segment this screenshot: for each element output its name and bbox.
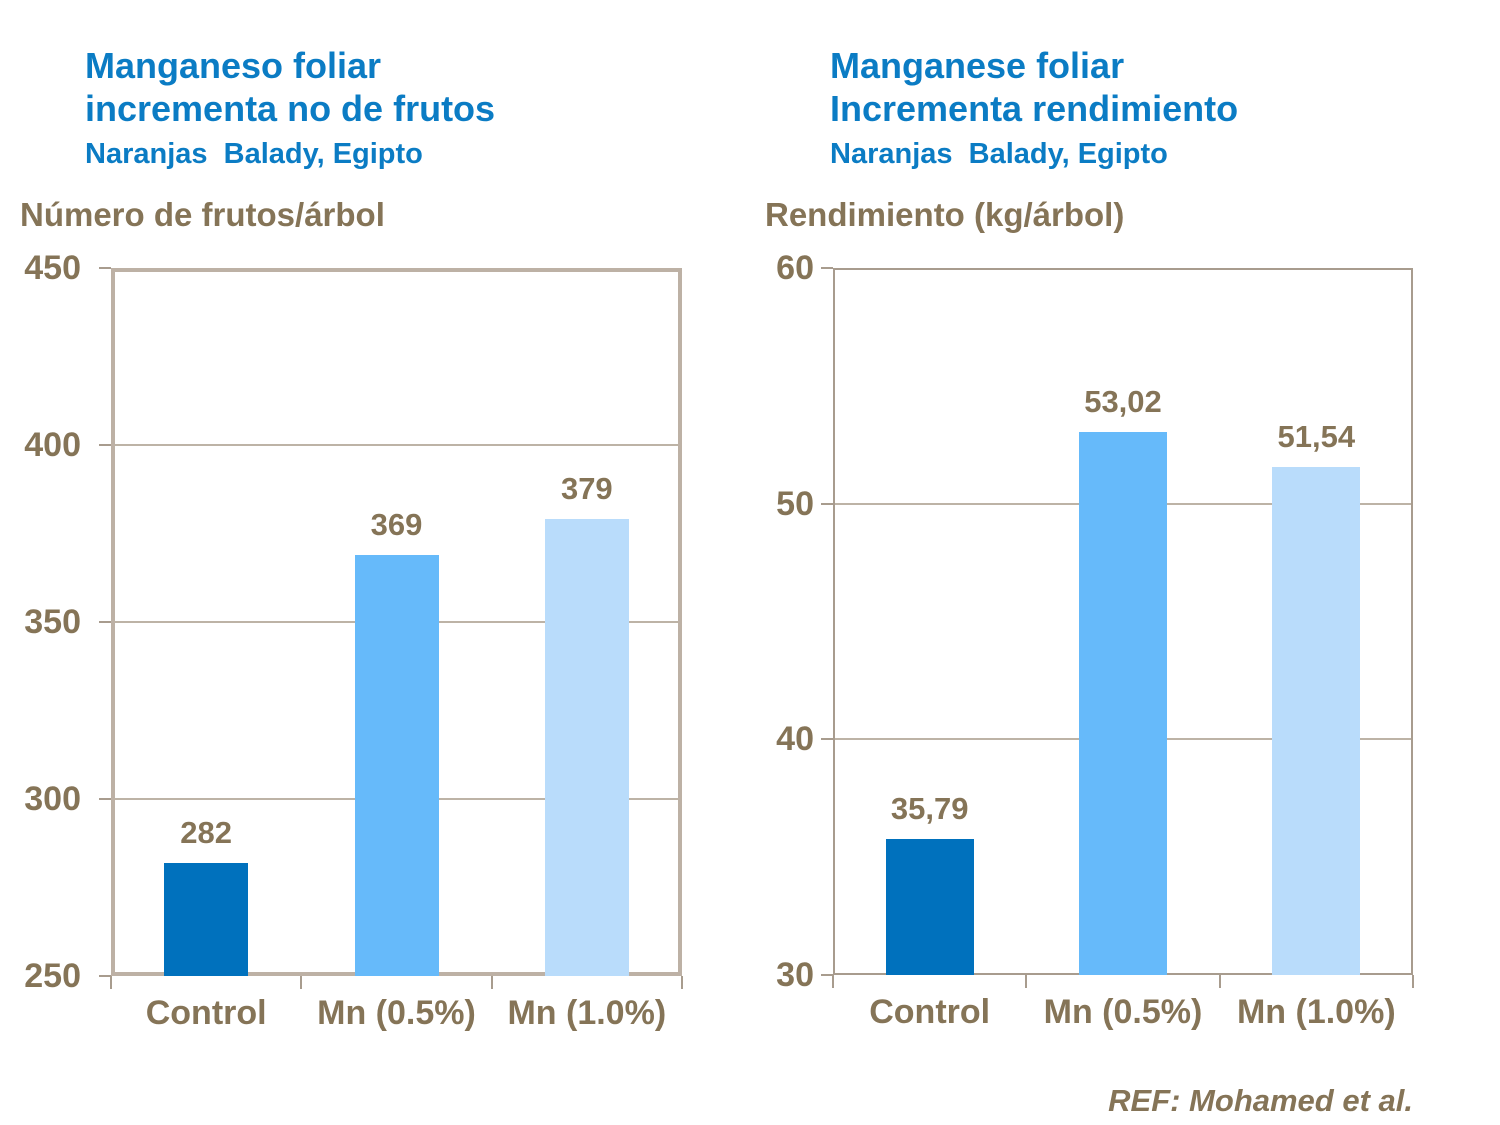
y-axis-tick-label: 60 (776, 249, 814, 287)
x-axis-category-label: Mn (0.5%) (1043, 993, 1203, 1031)
x-axis-tick (681, 976, 683, 989)
gridline (111, 444, 682, 446)
yield-bar-chart: 60 50 40 30 35,79 Control 53,02 Mn (0.5%) 51,54 M… (776, 250, 1414, 1031)
y-axis-tick-label: 350 (24, 603, 81, 641)
bar-value-label: 53,02 (1084, 384, 1162, 420)
bar-mn-0.5 (354, 554, 439, 976)
right-chart-title-line2: Incrementa rendimiento (830, 88, 1239, 129)
y-axis-tick (99, 621, 111, 623)
left-chart-y-axis-title: Número de frutos/árbol (20, 196, 385, 233)
bar-mn-0.5 (1079, 432, 1167, 975)
x-axis-category-label: Mn (1.0%) (507, 994, 667, 1032)
x-axis-tick (110, 976, 112, 989)
x-axis-tick (490, 976, 493, 989)
left-chart-title-line1: Manganeso foliar (85, 45, 382, 86)
bar-value-label: 369 (370, 506, 423, 542)
y-axis-tick (99, 975, 111, 977)
x-axis-tick (1025, 975, 1028, 988)
y-axis-tick-label: 30 (776, 956, 814, 994)
x-axis-category-label: Control (145, 994, 267, 1032)
y-axis-tick-label: 300 (24, 780, 81, 818)
right-chart-subtitle: Naranjas Balady, Egipto (830, 138, 1168, 170)
y-axis-tick-label: 40 (776, 720, 814, 759)
x-axis-tick (832, 975, 834, 988)
y-axis-tick (99, 798, 111, 800)
bar-control (164, 862, 249, 976)
x-axis-tick (300, 976, 303, 989)
x-axis-tick (1412, 975, 1414, 988)
right-chart-y-axis-title: Rendimiento (kg/árbol) (765, 196, 1125, 233)
bar-control (885, 838, 974, 975)
x-axis-category-label: Mn (1.0%) (1236, 993, 1396, 1031)
y-axis-tick (821, 738, 833, 741)
y-axis-tick-label: 50 (776, 484, 814, 523)
left-chart-title: Manganeso foliar incrementa no de frutos… (85, 44, 495, 171)
y-axis-tick-label: 250 (24, 957, 81, 995)
x-axis-tick (1218, 975, 1221, 988)
y-axis-tick (99, 267, 111, 269)
left-chart-subtitle: Naranjas Balady, Egipto (85, 138, 423, 170)
bar-mn-1.0 (544, 519, 629, 976)
bar-value-label: 282 (180, 814, 233, 850)
y-axis-tick-label: 450 (24, 249, 81, 287)
y-axis-tick (821, 267, 833, 269)
bar-value-label: 35,79 (890, 790, 969, 826)
bar-value-label: 379 (560, 471, 613, 507)
bar-mn-1.0 (1272, 467, 1361, 975)
left-chart-title-line2: incrementa no de frutos (85, 88, 496, 129)
bar-value-label: 51,54 (1277, 419, 1356, 455)
y-axis-tick (821, 974, 833, 976)
y-axis-tick-label: 400 (24, 426, 81, 464)
x-axis-category-label: Mn (0.5%) (317, 994, 476, 1032)
reference-note: REF: Mohamed et al. (1108, 1083, 1413, 1118)
fruit-count-bar-chart: 450 400 350 300 250 282 Control 369 Mn (0.5%) 379… (24, 250, 683, 1032)
y-axis-tick (99, 444, 111, 446)
x-axis-category-label: Control (869, 993, 991, 1031)
right-chart-title-line1: Manganese foliar (830, 45, 1125, 86)
y-axis-tick (821, 502, 833, 505)
right-chart-title: Manganese foliar Incrementa rendimiento … (830, 44, 1238, 171)
